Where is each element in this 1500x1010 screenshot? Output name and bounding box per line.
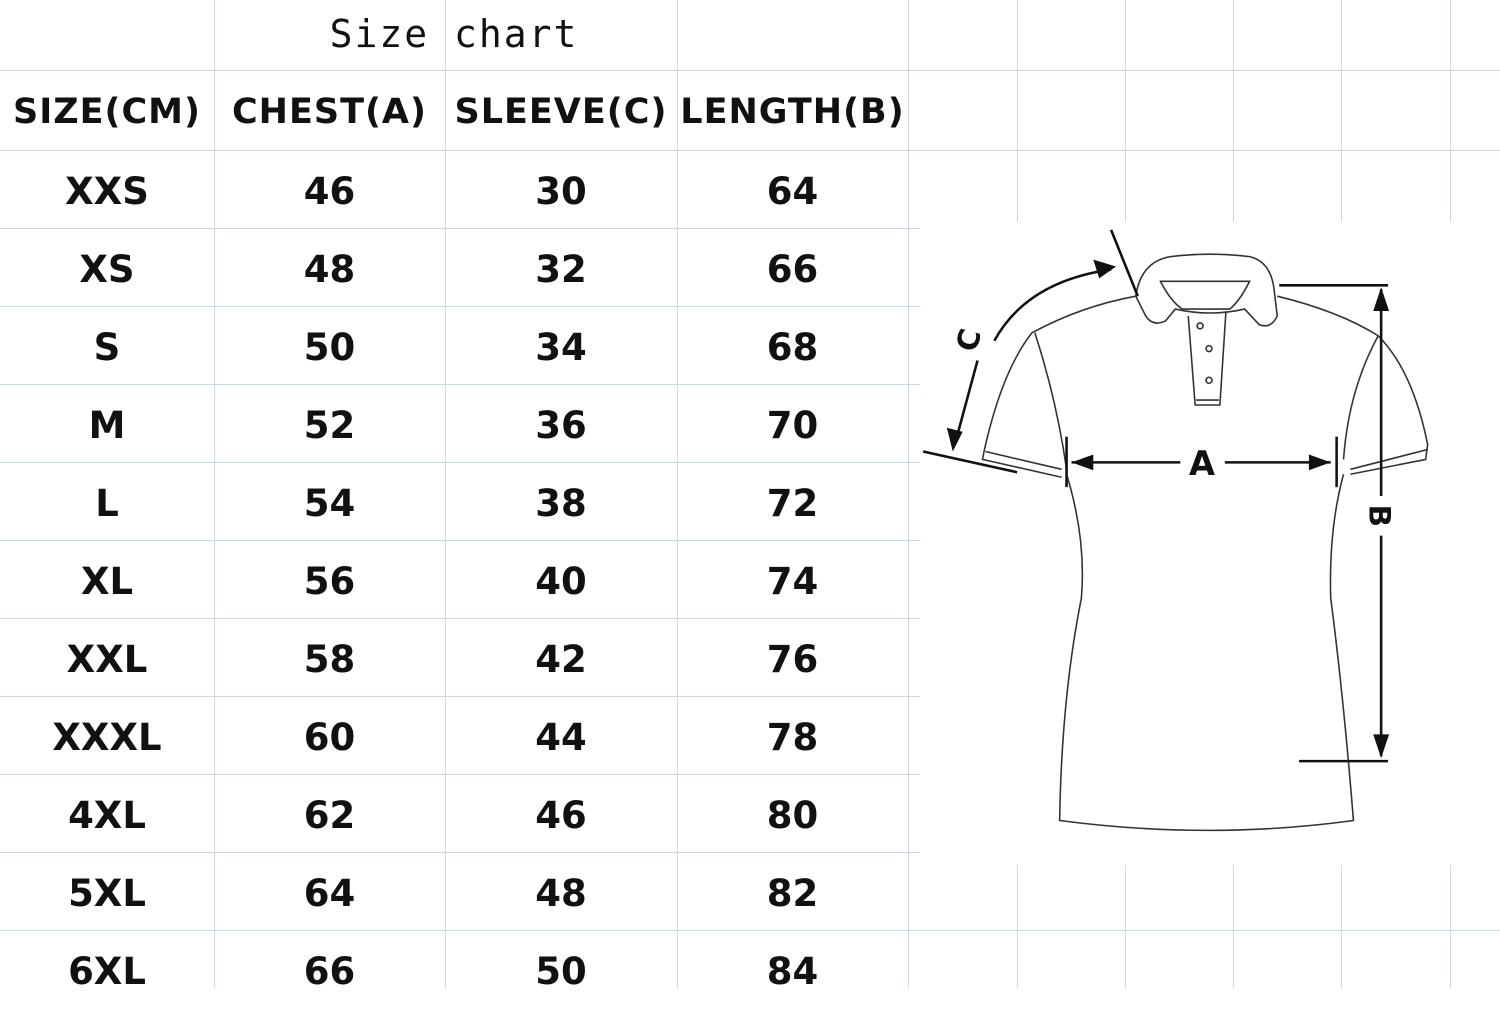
measurement-cell: 66 [766, 247, 819, 291]
measurement-cell: 64 [303, 871, 356, 915]
measurement-cell: 50 [303, 325, 356, 369]
measurement-cell: 66 [303, 949, 356, 993]
label-c: C [949, 325, 988, 355]
grid-vertical-line [908, 0, 909, 988]
measurement-cell: 40 [535, 559, 587, 603]
size-label: XS [79, 247, 135, 291]
measurement-cell: 72 [766, 481, 819, 525]
grid-horizontal-line [0, 150, 1500, 151]
measurement-cell: 58 [303, 637, 356, 681]
column-header: LENGTH(B) [680, 92, 905, 132]
column-header: SIZE(CM) [12, 92, 202, 132]
polo-shirt-diagram: A B C [920, 222, 1500, 865]
chart-title: Size chart [329, 12, 579, 56]
size-label: XXS [65, 169, 149, 213]
grid-horizontal-line [0, 852, 1500, 853]
label-a: A [1189, 444, 1215, 483]
label-b: B [1362, 504, 1397, 527]
grid-vertical-line [214, 0, 215, 988]
measurement-cell: 48 [535, 871, 587, 915]
measurement-cell: 48 [303, 247, 356, 291]
size-label: XXL [66, 637, 148, 681]
measurement-cell: 42 [535, 637, 587, 681]
grid-horizontal-line [0, 696, 1500, 697]
column-header: SLEEVE(C) [454, 92, 668, 132]
measurement-cell: 62 [303, 793, 356, 837]
measurement-cell: 70 [766, 403, 819, 447]
measurement-cell: 78 [766, 715, 819, 759]
size-label: 6XL [68, 949, 146, 993]
measurement-cell: 68 [766, 325, 819, 369]
measurement-cell: 34 [535, 325, 587, 369]
grid-vertical-line [445, 0, 446, 988]
column-header: CHEST(A) [231, 92, 428, 132]
grid-horizontal-line [0, 462, 1500, 463]
size-label: S [93, 325, 121, 369]
measurement-cell: 38 [535, 481, 587, 525]
size-label: XXXL [52, 715, 162, 759]
measurement-cell: 84 [766, 949, 819, 993]
measurement-cell: 50 [535, 949, 587, 993]
measurement-cell: 56 [303, 559, 356, 603]
measurement-cell: 80 [766, 793, 819, 837]
measurement-cell: 32 [535, 247, 587, 291]
grid-horizontal-line [0, 618, 1500, 619]
measurement-cell: 76 [766, 637, 819, 681]
grid-horizontal-line [0, 228, 1500, 229]
measurement-cell: 74 [766, 559, 819, 603]
measurement-arrows [922, 229, 1389, 763]
measurement-cell: 30 [535, 169, 587, 213]
size-label: L [95, 481, 119, 525]
measurement-cell: 60 [303, 715, 356, 759]
measurement-cell: 46 [535, 793, 587, 837]
grid-horizontal-line [0, 384, 1500, 385]
grid-horizontal-line [0, 540, 1500, 541]
size-label: XL [80, 559, 134, 603]
measurement-cell: 82 [766, 871, 819, 915]
measurement-cell: 52 [303, 403, 356, 447]
grid-horizontal-line [0, 306, 1500, 307]
grid-horizontal-line [0, 930, 1500, 931]
size-label: 4XL [68, 793, 146, 837]
measurement-cell: 46 [303, 169, 356, 213]
measurement-cell: 36 [535, 403, 587, 447]
measurement-cell: 44 [535, 715, 587, 759]
measurement-cell: 54 [303, 481, 356, 525]
polo-shirt-icon: A B C [922, 229, 1429, 832]
grid-horizontal-line [0, 70, 1500, 71]
size-label: 5XL [68, 871, 146, 915]
grid-vertical-line [677, 0, 678, 988]
measurement-cell: 64 [766, 169, 819, 213]
grid-horizontal-line [0, 774, 1500, 775]
size-label: M [88, 403, 126, 447]
